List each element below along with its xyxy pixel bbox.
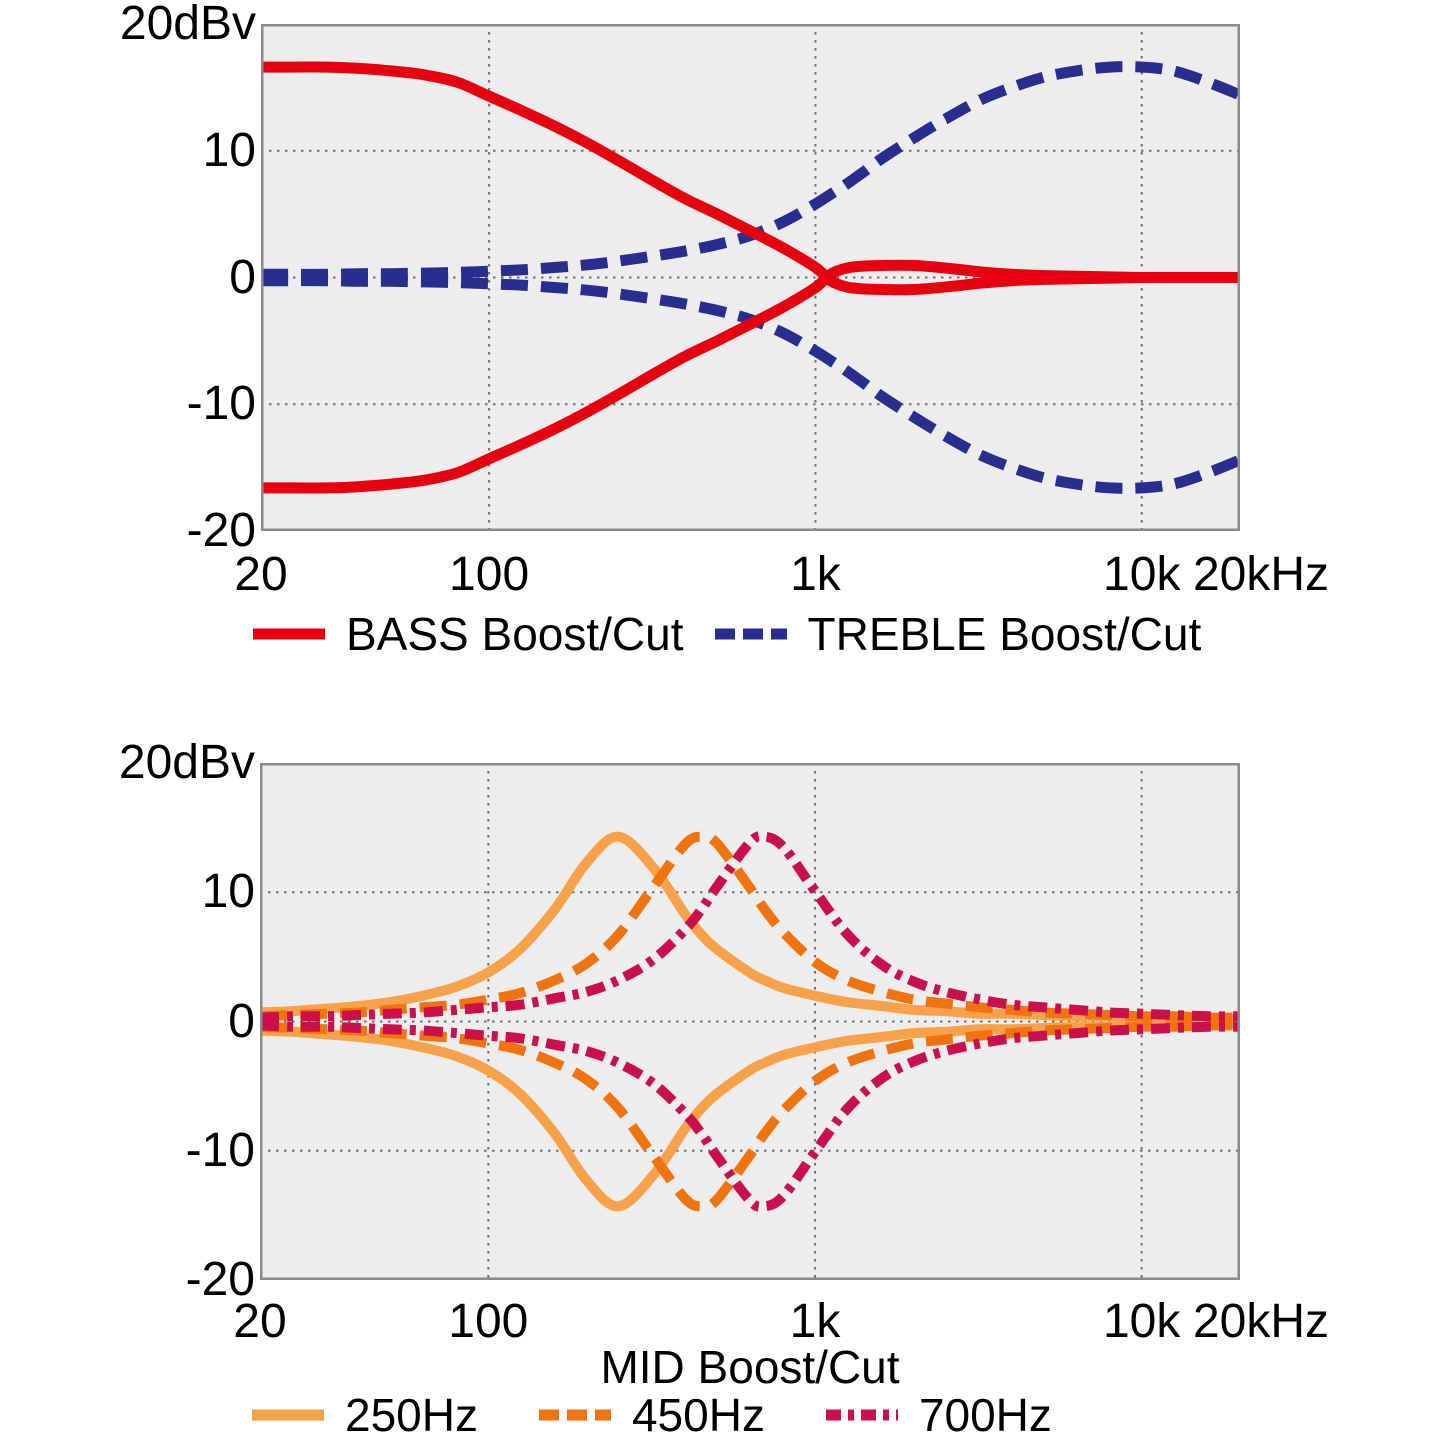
y-tick-label: -20 (185, 1253, 255, 1306)
plot-border (260, 763, 1240, 1280)
plot-area (260, 763, 1240, 1280)
y-tick-label: 0 (228, 994, 255, 1048)
legend-label: 250Hz (345, 1389, 478, 1441)
series-mid-250hz-boost-curve (260, 831, 1240, 1024)
legend-label: BASS Boost/Cut (346, 608, 684, 660)
series-treble-boost-curve (261, 61, 1240, 280)
legend-item-250hz: 250Hz (251, 1390, 478, 1440)
legend-swatch-dashed (538, 1409, 611, 1421)
x-tick-label: 100 (449, 548, 530, 601)
legend-item-bass-boost-cut: BASS Boost/Cut (252, 609, 684, 659)
legend-label: TREBLE Boost/Cut (807, 608, 1202, 660)
legend-label: 700Hz (918, 1389, 1052, 1441)
x-tick-label: 1k (789, 1295, 841, 1348)
y-tick-label: -10 (186, 377, 256, 431)
y-tick-label: 20dBv (119, 0, 256, 50)
y-tick-label: 10 (201, 865, 255, 919)
x-tick-label: 10k (1103, 548, 1181, 601)
y-tick-label: 0 (229, 250, 256, 304)
legend-swatch-dashed (714, 628, 787, 640)
x-tick-label: 20kHz (1192, 1295, 1330, 1348)
legend-item-treble-boost-cut: TREBLE Boost/Cut (714, 608, 1202, 660)
plot-border (261, 24, 1240, 531)
x-tick-label: 1k (790, 548, 841, 601)
legend-item-700hz: 700Hz (825, 1390, 1052, 1440)
y-tick-label: -10 (185, 1123, 255, 1177)
bass-treble-boost-cut-canvas (261, 24, 1240, 531)
x-tick-label: 10k (1102, 1295, 1181, 1348)
series-bass-cut-curve (261, 259, 1240, 494)
y-tick-label: 10 (202, 123, 256, 177)
series-mid-450hz-cut-curve (260, 1020, 1240, 1212)
series-treble-cut-curve (261, 275, 1240, 494)
x-tick-label: 20 (234, 548, 288, 601)
legend-swatch-dashdot (825, 1409, 898, 1421)
legend-swatch-solid (252, 1409, 324, 1421)
series-mid-250hz-cut-curve (260, 1019, 1240, 1212)
y-tick-label: 20dBv (118, 736, 255, 789)
legend-swatch-solid (253, 628, 325, 640)
legend-label: 450Hz (631, 1389, 765, 1441)
series-mid-700hz-cut-curve (260, 1020, 1240, 1212)
x-tick-label: 20 (233, 1295, 287, 1348)
y-tick-label: -20 (186, 504, 256, 557)
legend-item-450hz: 450Hz (538, 1390, 765, 1440)
x-tick-label: 100 (448, 1295, 529, 1348)
bass-treble-legend: BASS Boost/Cut TREBLE Boost/Cut (252, 609, 1201, 659)
mid-boost-cut-canvas (260, 763, 1240, 1280)
plot-area (261, 24, 1240, 531)
series-mid-450hz-boost-curve (260, 831, 1240, 1023)
x-axis-title: MID Boost/Cut (600, 1341, 900, 1393)
mid-legend: 250Hz 450Hz 700Hz (251, 1390, 1052, 1440)
series-mid-700hz-boost-curve (260, 831, 1240, 1023)
x-tick-label: 20kHz (1192, 548, 1330, 601)
